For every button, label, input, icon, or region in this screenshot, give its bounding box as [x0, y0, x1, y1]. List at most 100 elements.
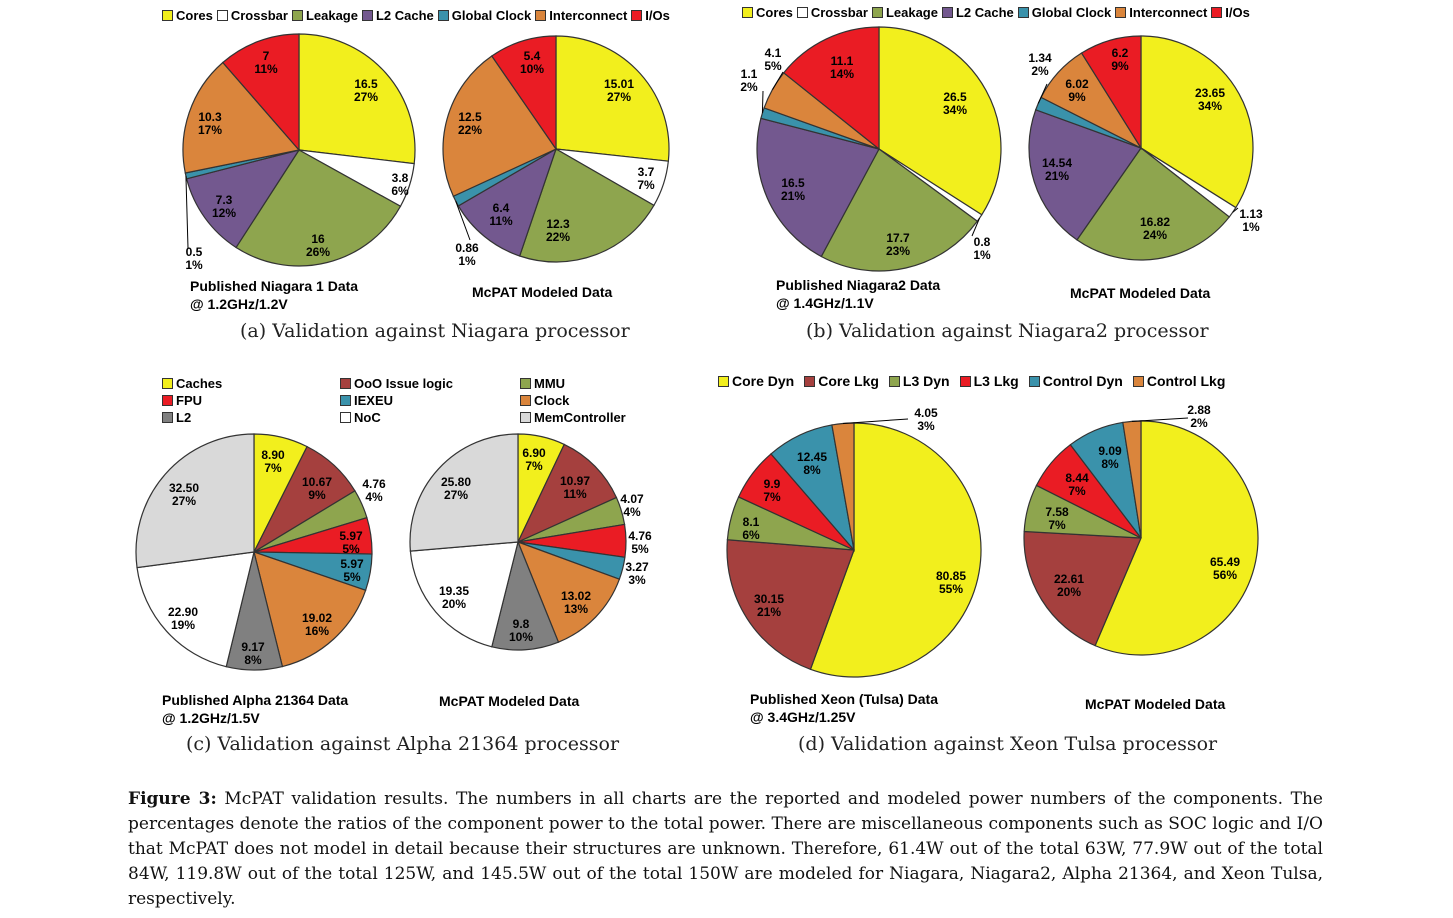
legend-label-c-0: Caches [176, 376, 223, 391]
pie-label-4-8: 32.50 27% [169, 481, 199, 508]
pie-title-a-published: Published Niagara 1 Data @ 1.2GHz/1.2V [190, 278, 359, 312]
pie-label-1-5: 12.5 22% [458, 110, 482, 137]
legend-item-c-4: IEXEU [340, 393, 393, 408]
pie-label-0-5: 10.3 17% [198, 110, 222, 137]
pie-label-7-5: 2.88 2% [1187, 403, 1211, 430]
figure-caption: Figure 3: McPAT validation results. The … [128, 787, 1323, 912]
legend-swatch-c-3 [162, 395, 173, 406]
legend-swatch-c-7 [340, 412, 351, 423]
pie-label-0-1: 3.8 6% [391, 171, 409, 198]
pie-title-b-published: Published Niagara2 Data @ 1.4GHz/1.1V [776, 277, 941, 311]
pie-label-2-1: 0.8 1% [973, 235, 991, 262]
pie-label-5-5: 13.02 13% [561, 589, 591, 616]
pie-label-2-2: 17.7 23% [886, 231, 910, 258]
legend-item-b-4: Global Clock [1017, 5, 1111, 20]
legend-item-c-6: L2 [162, 410, 191, 425]
pie-label-6-0: 80.85 55% [936, 569, 966, 596]
pie-label-2-0: 26.5 34% [943, 90, 967, 117]
legend-swatch-d-0 [718, 376, 729, 387]
pie-label-1-4: 0.86 1% [455, 241, 479, 268]
legend-swatch-d-4 [1028, 376, 1040, 387]
pie-label-1-1: 3.7 7% [637, 165, 655, 192]
legend-label-c-8: MemController [534, 410, 626, 425]
pie-label-3-6: 6.2 9% [1111, 46, 1129, 73]
pie-slice-1-0 [555, 35, 670, 162]
legend-item-a-5: Interconnect [535, 8, 627, 23]
legend-item-c-0: Caches [162, 376, 222, 391]
pie-label-7-2: 7.58 7% [1045, 505, 1069, 532]
legend-swatch-c-0 [162, 378, 173, 389]
pie-slice-0-6 [221, 33, 300, 152]
pie-slice-4-8 [135, 433, 255, 569]
legend-label-c-4: IEXEU [354, 393, 394, 408]
legend-label-d-2: L3 Dyn [902, 373, 950, 389]
legend-swatch-a-2 [291, 10, 303, 21]
pie-chart-7 [1023, 420, 1259, 656]
legend-swatch-b-1 [796, 7, 808, 18]
caption-c: (c) Validation against Alpha 21364 proce… [186, 733, 620, 755]
leader-line-7-5 [1131, 417, 1189, 422]
leader-line-2-1 [971, 217, 981, 237]
legend-swatch-c-1 [340, 378, 351, 389]
legend-swatch-a-0 [162, 10, 173, 21]
legend-c: Caches OoO Issue logic MMU FPU IEXEU Clock L2 N… [162, 376, 642, 432]
pie-slice-7-0 [1094, 420, 1259, 656]
legend-swatch-b-5 [1115, 7, 1127, 18]
pie-label-4-0: 8.90 7% [261, 448, 285, 475]
legend-label-d-4: Control Dyn [1042, 373, 1123, 389]
legend-swatch-c-8 [520, 412, 531, 423]
legend-swatch-c-2 [520, 378, 531, 389]
legend-label-a-6: I/Os [645, 8, 670, 23]
legend-swatch-b-3 [941, 7, 953, 18]
pie-label-4-5: 19.02 16% [302, 611, 332, 638]
leader-line-3-4 [1037, 83, 1048, 104]
pie-label-3-3: 14.54 21% [1042, 156, 1072, 183]
legend-item-d-2: L3 Dyn [888, 373, 950, 389]
leader-line-6-5 [842, 418, 909, 424]
pie-slice-0-2 [235, 149, 402, 267]
legend-b: Cores Crossbar Leakage L2 Cache Global Clock… [742, 5, 1254, 20]
pie-slice-1-2 [518, 148, 655, 263]
legend-swatch-b-0 [742, 7, 753, 18]
pie-label-7-0: 65.49 56% [1210, 555, 1240, 582]
legend-label-b-3: L2 Cache [955, 5, 1014, 20]
legend-a: Cores Crossbar Leakage L2 Cache Global Clock… [162, 8, 674, 23]
legend-swatch-b-6 [1211, 7, 1223, 18]
pie-slice-1-3 [457, 147, 558, 257]
leader-line-2-5 [772, 71, 784, 90]
pie-title-d-mcpat: McPAT Modeled Data [1085, 696, 1226, 712]
legend-item-c-3: FPU [162, 393, 202, 408]
legend-item-d-5: Control Lkg [1132, 373, 1226, 389]
legend-label-b-6: I/Os [1225, 5, 1250, 20]
pie-label-0-2: 16 26% [306, 232, 330, 259]
pie-label-5-0: 6.90 7% [522, 446, 546, 473]
legend-label-d-0: Core Dyn [732, 373, 795, 389]
legend-label-b-0: Cores [756, 5, 793, 20]
pie-slice-2-2 [820, 148, 979, 272]
legend-swatch-c-6 [162, 412, 173, 423]
figure-caption-text: McPAT validation results. The numbers in… [128, 789, 1323, 909]
pie-label-1-0: 15.01 27% [604, 77, 634, 104]
legend-label-a-5: Interconnect [549, 8, 628, 23]
pie-label-5-6: 9.8 10% [509, 617, 533, 644]
pie-chart-5 [409, 433, 627, 651]
caption-d: (d) Validation against Xeon Tulsa proces… [798, 733, 1218, 755]
pie-label-0-3: 7.3 12% [212, 193, 236, 220]
pie-label-5-2: 4.07 4% [620, 492, 644, 519]
legend-item-a-0: Cores [162, 8, 213, 23]
legend-label-d-5: Control Lkg [1146, 373, 1226, 389]
legend-item-b-1: Crossbar [796, 5, 868, 20]
pie-slice-4-7 [136, 551, 255, 668]
legend-swatch-a-3 [361, 10, 373, 21]
legend-label-c-6: L2 [176, 410, 192, 425]
legend-swatch-c-4 [340, 395, 351, 406]
legend-label-a-3: L2 Cache [375, 8, 434, 23]
leader-line-3-1 [1232, 207, 1239, 213]
pie-label-2-4: 1.1 2% [740, 67, 758, 94]
legend-label-a-2: Leakage [305, 8, 358, 23]
pie-label-5-1: 10.97 11% [560, 474, 590, 501]
legend-item-d-3: L3 Lkg [959, 373, 1019, 389]
pie-slice-3-0 [1140, 35, 1254, 209]
pie-label-0-4: 0.5 1% [185, 245, 203, 272]
